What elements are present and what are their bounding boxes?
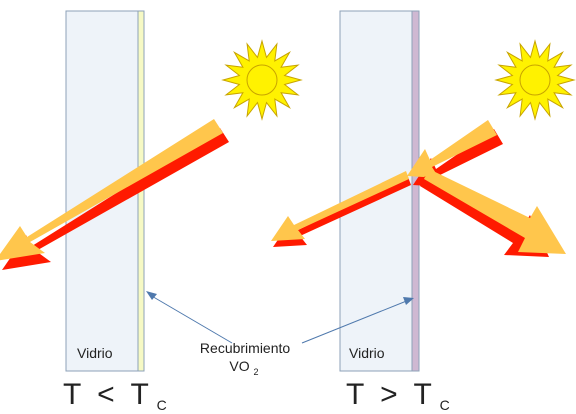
pointer-line-left: [149, 294, 233, 344]
incoming-ray-right: [407, 120, 503, 187]
sun-icon: [494, 39, 576, 121]
pointer-line-right: [301, 299, 410, 344]
glass-label-right: Vidrio: [349, 345, 385, 361]
pointer-arrowhead-right: [403, 297, 414, 305]
sun-disc: [246, 64, 278, 96]
condition-label-right: T > T C: [346, 378, 450, 413]
sun-icon: [221, 39, 303, 121]
transmitted-ray-left: [0, 119, 229, 270]
vo2-coating-hot: [411, 10, 420, 372]
panel-hot: Vidrio T > T C: [271, 10, 576, 413]
panel-cold: Vidrio T < T C: [0, 10, 303, 413]
reflected-ray-right: [420, 169, 566, 257]
condition-label-left: T < T C: [63, 378, 167, 413]
coating-label: Recubrimiento VO 2: [200, 340, 294, 377]
glass-label-left: Vidrio: [77, 345, 113, 361]
glass-pane-right: [339, 10, 413, 372]
coating-callout: Recubrimiento VO 2: [146, 291, 414, 377]
transmitted-ray-right: [271, 171, 411, 247]
sun-disc: [519, 64, 551, 96]
pointer-arrowhead-left: [146, 291, 157, 300]
